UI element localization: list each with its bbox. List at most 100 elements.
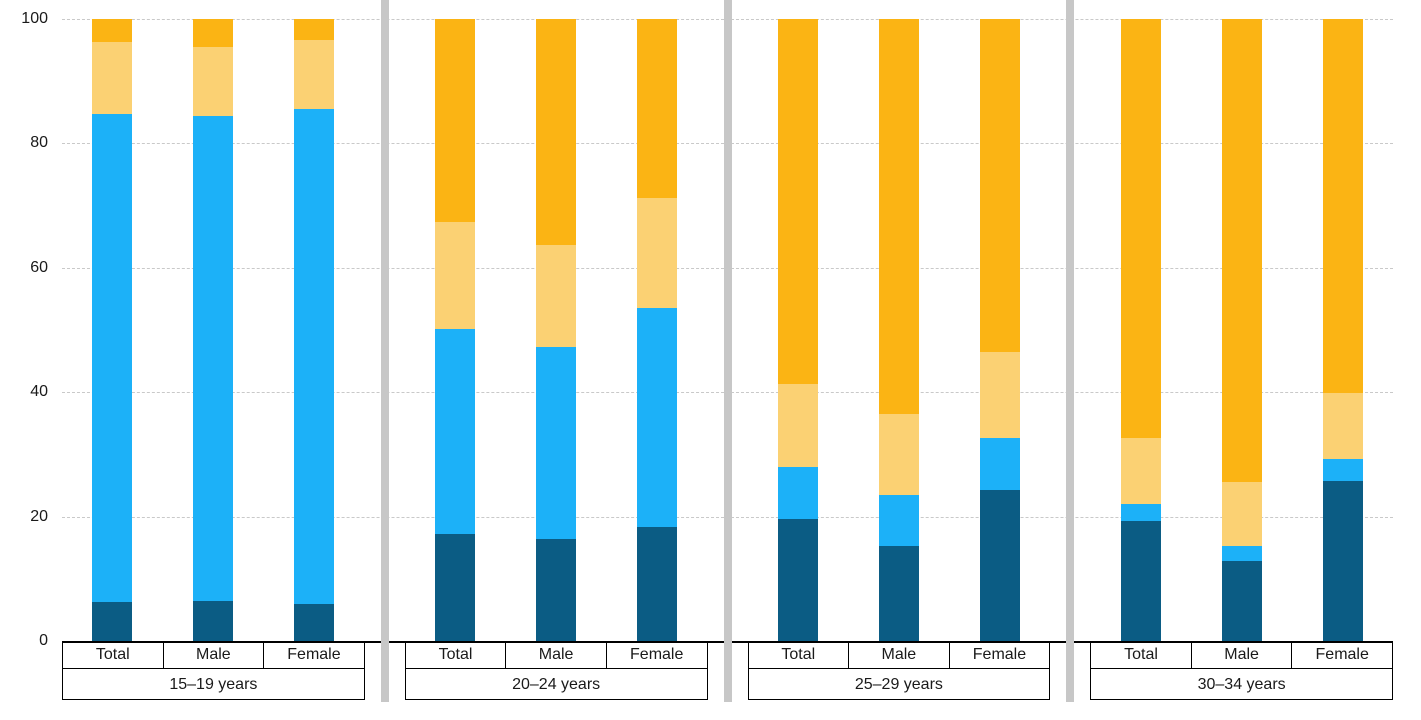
bar-segment-orange [979, 19, 1020, 352]
bar-segment-light-blue [193, 116, 234, 601]
group-label-box: Total Male Female 25–29 years [747, 641, 1051, 700]
bar-segment-light-orange [536, 245, 577, 347]
bar-segment-light-orange [435, 222, 476, 329]
y-tick-label-80: 80 [30, 134, 48, 152]
group-label: 20–24 years [512, 676, 601, 693]
y-tick-label-100: 100 [21, 10, 48, 27]
stacked-bar-total [92, 19, 133, 641]
x-axis-label-table: Total Male Female 15–19 years Total Male Femal… [62, 641, 1393, 702]
category-label-total: Total [406, 641, 507, 668]
bar-segment-light-orange [92, 42, 133, 114]
category-label-male: Male [849, 641, 950, 668]
bar-segment-dark-blue [1322, 481, 1363, 641]
stacked-bar-female [637, 19, 678, 641]
bar-segment-orange [294, 19, 335, 40]
bar-segment-light-orange [878, 414, 919, 496]
bar-segment-light-orange [294, 39, 335, 109]
bar-segment-light-blue [777, 467, 818, 520]
bar-segment-dark-blue [1120, 520, 1161, 641]
bar-segment-orange [435, 19, 476, 223]
category-label-total: Total [63, 641, 164, 668]
y-tick-label-0: 0 [39, 632, 48, 649]
bar-segment-orange [193, 19, 234, 48]
category-row: Total Male Female [63, 641, 364, 669]
category-label-total: Total [749, 641, 850, 668]
group-label-box: Total Male Female 20–24 years [404, 641, 708, 700]
stacked-bar-female [979, 19, 1020, 641]
bar-segment-light-orange [777, 383, 818, 468]
bar-segment-light-orange [637, 197, 678, 309]
category-row: Total Male Female [405, 641, 707, 669]
bar-segment-light-blue [979, 437, 1020, 490]
category-label-female: Female [1315, 646, 1369, 663]
bar-group-25–29-years [748, 19, 1051, 641]
bar-segment-dark-blue [92, 602, 133, 641]
bar-segment-light-blue [878, 495, 919, 547]
stacked-bar-male [1221, 19, 1262, 641]
stacked-bar-total [777, 19, 818, 641]
bar-segment-light-blue [435, 328, 476, 535]
bar-segment-light-blue [1322, 459, 1363, 482]
group-label-box: Total Male Female 30–34 years [1090, 641, 1393, 700]
bar-segment-light-blue [637, 308, 678, 528]
bar-segment-dark-blue [193, 600, 234, 641]
bar-segment-dark-blue [777, 519, 818, 641]
category-label-male: Male [1192, 641, 1293, 668]
bar-segment-orange [777, 19, 818, 384]
bar-segment-dark-blue [435, 534, 476, 641]
category-row: Total Male Female [1091, 641, 1392, 669]
category-label-female: Female [630, 646, 684, 663]
group-separator [1066, 0, 1075, 702]
bar-segment-dark-blue [536, 539, 577, 641]
bar-segment-light-blue [92, 113, 133, 603]
stacked-bar-male [193, 19, 234, 641]
category-label-female: Female [972, 646, 1027, 663]
bar-segment-orange [536, 19, 577, 246]
group-label: 30–34 years [1197, 676, 1286, 693]
bar-segment-orange [1322, 19, 1363, 394]
bar-segment-light-orange [1221, 481, 1262, 546]
stacked-bar-female [1322, 19, 1363, 641]
bar-segment-light-orange [1120, 437, 1161, 504]
bar-segment-dark-blue [979, 489, 1020, 641]
group-label: 25–29 years [854, 676, 943, 693]
bar-segment-dark-blue [878, 546, 919, 641]
y-tick-label-40: 40 [30, 383, 48, 401]
bar-segment-light-orange [193, 47, 234, 117]
group-separator [723, 0, 732, 702]
bar-segment-dark-blue [1221, 560, 1262, 641]
bar-segment-orange [637, 19, 678, 198]
bar-segment-orange [878, 19, 919, 414]
bar-segment-light-blue [1120, 503, 1161, 521]
stacked-bar-total [435, 19, 476, 641]
y-tick-label-20: 20 [30, 507, 48, 525]
bar-segment-orange [92, 19, 133, 43]
category-label-male: Male [506, 641, 607, 668]
category-label-female: Female [287, 646, 341, 663]
bar-group-30–34-years [1090, 19, 1393, 641]
bar-segment-orange [1120, 19, 1161, 438]
stacked-bar-total [1120, 19, 1161, 641]
stacked-bar-male [878, 19, 919, 641]
bar-group-15–19-years [62, 19, 365, 641]
stacked-bar-male [536, 19, 577, 641]
bar-segment-light-blue [294, 108, 335, 604]
bar-segment-light-blue [1221, 545, 1262, 561]
bar-group-20–24-years [405, 19, 708, 641]
bar-segment-light-orange [1322, 393, 1363, 460]
bar-segment-dark-blue [294, 603, 335, 641]
bar-segment-light-orange [979, 351, 1020, 438]
plot-area [62, 19, 1393, 643]
group-separator [380, 0, 389, 702]
y-tick-label-60: 60 [30, 258, 48, 276]
bar-segment-dark-blue [637, 527, 678, 641]
category-row: Total Male Female [748, 641, 1050, 669]
bar-segment-light-blue [536, 346, 577, 539]
group-label-box: Total Male Female 15–19 years [62, 641, 365, 700]
stacked-bar-female [294, 19, 335, 641]
category-label-male: Male [164, 641, 265, 668]
bar-segment-orange [1221, 19, 1262, 482]
category-label-total: Total [1091, 641, 1192, 668]
group-label: 15–19 years [169, 676, 258, 693]
